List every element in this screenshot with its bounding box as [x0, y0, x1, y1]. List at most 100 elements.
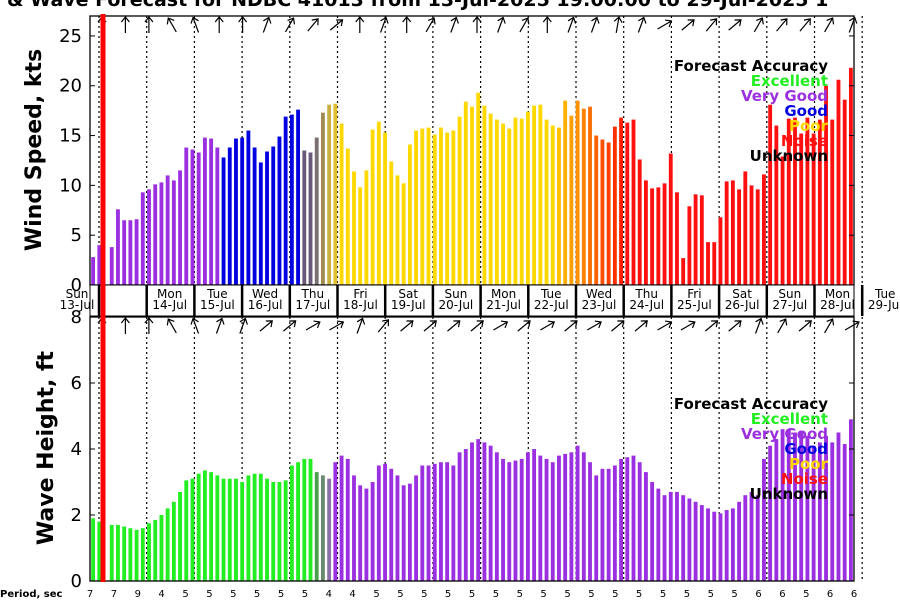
wave-bar [476, 439, 481, 581]
wind-bar [265, 151, 269, 285]
direction-arrow-icon [776, 18, 788, 32]
direction-arrow-icon [377, 319, 390, 333]
wind-bar [706, 242, 710, 285]
day-of-week-label: Mon [825, 287, 850, 301]
direction-arrow-icon [425, 17, 436, 33]
wave-bar [811, 445, 816, 581]
wind-bar [389, 161, 394, 285]
wave-bar [364, 488, 369, 581]
wave-ytick-label: 0 [71, 571, 82, 592]
direction-arrow-icon [777, 318, 788, 334]
wave-bar [333, 462, 338, 581]
wind-bar [196, 152, 201, 285]
wave-bar [712, 511, 717, 581]
direction-arrow-icon [567, 16, 577, 33]
period-values: 7 7 9 4 5 5 5 5 5 5 4 4 5 5 5 5 5 5 5 5 5 5 5 5 5 5 5 5 6 6 5 6 6 [87, 589, 857, 600]
day-labels: Sun13-JulMon14-JulTue15-JulWed16-JulThu1… [60, 285, 900, 316]
wind-bar [762, 174, 766, 285]
wind-bar [532, 105, 537, 285]
wind-bar [364, 170, 369, 285]
direction-arrow-icon [848, 16, 858, 33]
wave-bar [395, 475, 400, 581]
direction-arrow-icon [634, 320, 648, 332]
wave-bar [134, 529, 139, 581]
period-value: 5 [612, 589, 618, 600]
wind-y-axis-label: Wind Speed, kts [22, 49, 47, 251]
date-label: 27-Jul [772, 298, 807, 312]
wave-bar [699, 505, 704, 581]
wind-bar [296, 109, 301, 286]
direction-arrow-icon [356, 317, 366, 334]
wind-bar [376, 121, 381, 285]
legend-item: Noise [781, 132, 828, 150]
wind-ytick-label: 15 [59, 126, 82, 147]
wave-bar [494, 452, 499, 581]
period-value: 4 [158, 589, 164, 600]
period-value: 7 [87, 589, 93, 600]
wave-bar [588, 462, 592, 581]
direction-arrow-icon [190, 16, 200, 33]
wind-bar [793, 117, 797, 286]
date-label: 22-Jul [534, 298, 569, 312]
wind-bar [544, 119, 549, 285]
legend-item: Very Good [741, 87, 828, 105]
wind-bar [830, 119, 835, 285]
direction-arrow-icon [190, 317, 200, 334]
wave-bar [637, 462, 642, 581]
direction-arrow-icon [329, 19, 344, 31]
wind-speed-panel: Wind Speed, kts 0 5 10 15 20 25 Forecast Accu… [22, 15, 863, 296]
day-of-week-label: Sat [732, 287, 752, 301]
wave-bar [308, 458, 313, 581]
wind-bar [414, 130, 419, 285]
wind-bar [327, 104, 332, 285]
wind-bar [153, 184, 158, 285]
wind-bar [557, 127, 561, 285]
wave-bar [625, 457, 630, 581]
wind-bar [693, 194, 698, 285]
day-of-week-label: Wed [252, 287, 278, 301]
legend-item: Good [784, 440, 828, 458]
wave-bar [762, 458, 766, 581]
wave-bar [314, 472, 319, 581]
wave-bar [594, 475, 599, 581]
wind-bar [681, 258, 686, 285]
period-value: 5 [517, 589, 523, 600]
direction-arrow-icon [519, 17, 530, 33]
wind-bar [91, 257, 96, 285]
period-value: 5 [278, 589, 284, 600]
wind-bar [594, 135, 599, 285]
wind-bar [631, 119, 636, 285]
wave-bar [507, 462, 512, 581]
wind-bar [525, 111, 530, 285]
wind-bar [625, 122, 630, 285]
wind-ytick-label: 20 [59, 76, 82, 97]
wave-bar [557, 455, 561, 581]
direction-arrow-icon [681, 19, 695, 31]
period-value: 5 [469, 589, 475, 600]
wave-direction-arrows [97, 317, 860, 334]
wind-bar [451, 130, 456, 285]
wave-bar [165, 508, 170, 581]
date-label: 19-Jul [391, 298, 426, 312]
wave-bar [805, 435, 810, 581]
wave-bar [327, 478, 332, 581]
wind-bar [184, 147, 189, 285]
direction-arrow-icon [680, 320, 696, 331]
date-label: 26-Jul [725, 298, 760, 312]
wave-bar [501, 458, 505, 581]
wind-bar [345, 148, 350, 285]
wind-bar [470, 106, 474, 285]
wind-bar [432, 134, 437, 285]
date-label: 18-Jul [343, 298, 378, 312]
period-value: 6 [827, 589, 833, 600]
wind-bar [569, 115, 574, 285]
wind-bar [321, 112, 325, 285]
wave-bar [153, 519, 158, 581]
wave-bar [824, 435, 828, 581]
wind-ytick-label: 5 [71, 225, 82, 246]
wave-bar [389, 468, 394, 581]
period-value: 5 [182, 589, 188, 600]
date-label: 25-Jul [677, 298, 712, 312]
direction-arrow-icon [144, 16, 154, 33]
